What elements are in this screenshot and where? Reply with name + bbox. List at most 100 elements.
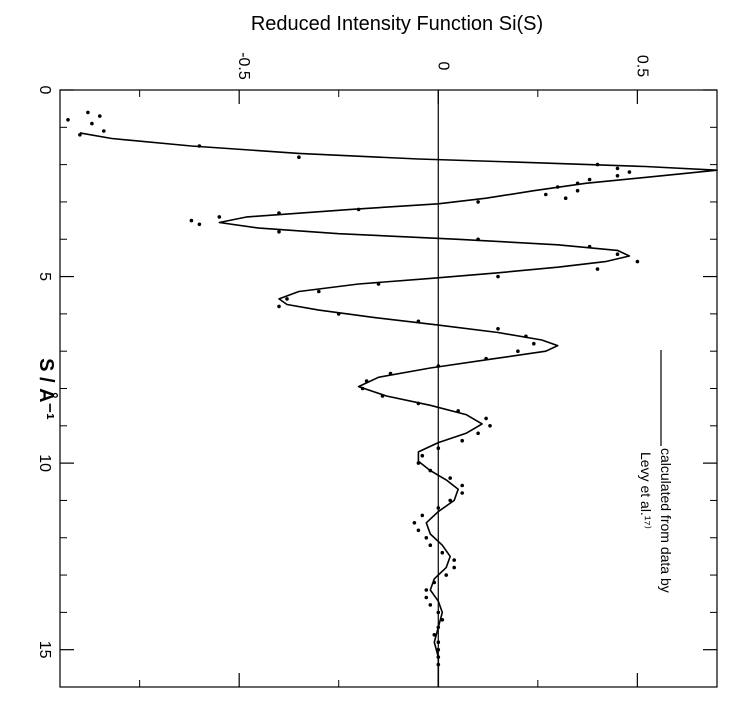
data-point [496, 327, 500, 331]
data-point [432, 580, 437, 585]
data-point [416, 528, 421, 533]
data-point [532, 341, 536, 346]
data-point [460, 438, 465, 443]
data-point [420, 513, 425, 518]
data-point [277, 211, 281, 215]
data-point [456, 409, 461, 413]
legend-label-line-1: calculated from data by [658, 448, 674, 593]
data-point [416, 461, 421, 465]
data-point [360, 386, 365, 391]
data-point [78, 133, 82, 137]
data-point [297, 155, 301, 159]
data-point [496, 274, 500, 279]
data-point [436, 625, 441, 630]
data-point [575, 188, 580, 193]
data-point [98, 114, 102, 118]
data-point [436, 647, 441, 652]
series-calculated-line [79, 132, 718, 687]
data-point [544, 192, 548, 197]
data-point [476, 200, 480, 204]
legend-label-line-2: Levy et al.¹⁷⁾ [638, 452, 654, 529]
data-point [587, 244, 592, 249]
data-point [440, 550, 445, 555]
data-point [595, 267, 600, 271]
data-point [277, 230, 281, 234]
data-point [635, 259, 640, 264]
data-point [412, 521, 417, 525]
data-point [476, 431, 480, 436]
data-point [436, 655, 441, 659]
y-tick-label: -0.5 [235, 52, 252, 80]
data-point [436, 662, 441, 667]
data-point [575, 181, 580, 186]
data-point [476, 237, 480, 242]
data-point [436, 446, 441, 451]
data-point [448, 476, 453, 480]
data-point [436, 610, 441, 615]
data-point [356, 207, 361, 212]
data-point [460, 491, 465, 495]
data-point [444, 573, 449, 577]
data-point [197, 222, 202, 227]
data-point [336, 312, 341, 316]
data-point [436, 506, 441, 510]
data-point [452, 558, 457, 562]
data-point [364, 379, 369, 383]
data-point [488, 424, 492, 428]
data-point [484, 416, 488, 421]
data-point [448, 498, 453, 503]
data-point [189, 218, 194, 223]
data-point [440, 618, 445, 622]
data-point [460, 483, 465, 488]
data-point [317, 289, 321, 294]
data-point [416, 319, 421, 324]
x-tick-label: 10 [36, 454, 53, 472]
data-series [66, 110, 718, 687]
data-point [416, 401, 421, 406]
data-point [615, 166, 620, 171]
data-point [555, 185, 560, 189]
y-axis-title: Reduced Intensity Function Si(S) [251, 13, 543, 35]
data-point [452, 565, 457, 570]
x-axis-title: S / Å⁻¹ [35, 358, 59, 420]
axis-ticks [60, 89, 717, 688]
data-point [66, 118, 70, 122]
data-point [102, 129, 106, 133]
data-point [86, 110, 90, 115]
x-tick-label: 0 [36, 86, 53, 95]
data-point [428, 543, 433, 547]
data-point [197, 144, 202, 148]
data-point [428, 468, 433, 473]
data-point [432, 633, 437, 637]
data-point [217, 215, 222, 219]
data-point [277, 304, 281, 309]
legend: calculated from data by Levy et al.¹⁷⁾ [638, 350, 674, 593]
data-point [516, 349, 520, 354]
x-tick-label: 5 [36, 272, 53, 281]
data-point [595, 162, 600, 167]
data-point [424, 595, 429, 600]
data-point [615, 252, 620, 256]
data-point [376, 282, 381, 286]
x-tick-labels: 0 5 10 15 [36, 86, 53, 659]
y-tick-label: 0.5 [633, 55, 650, 77]
data-point [388, 371, 393, 376]
data-point [424, 588, 429, 592]
data-point [587, 177, 592, 182]
y-tick-labels: -0.5 0 0.5 [235, 52, 650, 80]
data-point [424, 536, 429, 540]
data-point [285, 297, 289, 301]
data-point [380, 394, 385, 398]
data-point [90, 121, 94, 126]
data-point [563, 196, 568, 200]
data-point [627, 170, 632, 174]
data-point [484, 356, 488, 361]
data-point [615, 174, 620, 178]
data-point [436, 364, 441, 368]
x-tick-label: 15 [36, 641, 53, 659]
data-point [436, 640, 441, 644]
data-point [524, 334, 528, 339]
data-point [420, 453, 425, 458]
data-point [428, 603, 433, 607]
